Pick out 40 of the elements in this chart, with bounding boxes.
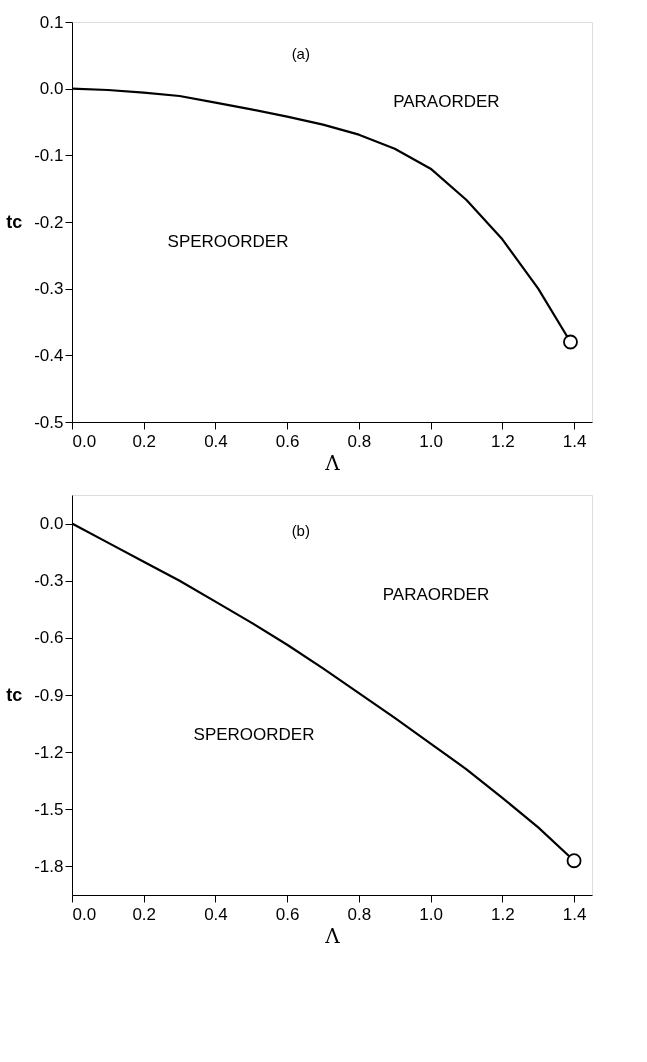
- text: (b): [291, 522, 310, 539]
- x-tick-label: 0.0: [72, 431, 97, 451]
- y-tick-label: 0.0: [39, 514, 64, 534]
- x-axis-title: Λ: [324, 923, 341, 948]
- x-tick-label: 0.6: [275, 904, 300, 924]
- x-tick-label: 1.4: [562, 904, 587, 924]
- x-tick-label: 0.4: [204, 431, 228, 451]
- x-tick-label: 0.0: [72, 904, 97, 924]
- annotation: PARAORDER: [382, 585, 490, 604]
- y-tick-label: -0.4: [34, 345, 64, 365]
- y-axis-title: tc: [6, 684, 23, 705]
- y-tick-label: -1.8: [34, 856, 64, 876]
- annotation: SPEROORDER: [193, 725, 315, 744]
- y-tick-label: 0.1: [39, 12, 64, 32]
- y-tick-label: -0.5: [34, 412, 64, 432]
- annotation: PARAORDER: [393, 92, 500, 111]
- y-tick-label: 0.0: [39, 79, 64, 99]
- y-tick-label: -0.9: [34, 685, 64, 705]
- y-tick-label: -1.2: [34, 742, 64, 762]
- y-axis-title: tc: [6, 211, 23, 232]
- x-tick-label: 1.4: [562, 431, 587, 451]
- x-axis-title: Λ: [324, 450, 341, 475]
- x-tick-label: 0.8: [347, 431, 372, 451]
- y-tick-label: -0.1: [34, 145, 64, 165]
- x-tick-label: 0.2: [132, 431, 157, 451]
- annotation: SPEROORDER: [167, 232, 289, 251]
- y-tick-label: -1.5: [34, 799, 64, 819]
- x-tick-label: 0.6: [275, 431, 300, 451]
- x-tick-label: 0.8: [347, 904, 372, 924]
- y-tick-label: -0.2: [34, 212, 64, 232]
- x-tick-label: 1.2: [491, 904, 515, 924]
- y-tick-label: -0.3: [34, 279, 64, 299]
- x-tick-label: 0.4: [204, 904, 228, 924]
- y-tick-label: -0.3: [34, 571, 64, 591]
- x-tick-label: 1.0: [419, 431, 443, 451]
- x-tick-label: 1.2: [491, 431, 515, 451]
- x-tick-label: 1.0: [419, 904, 443, 924]
- x-tick-label: 0.2: [132, 904, 157, 924]
- y-tick-label: -0.6: [34, 628, 64, 648]
- text: (a): [291, 45, 310, 62]
